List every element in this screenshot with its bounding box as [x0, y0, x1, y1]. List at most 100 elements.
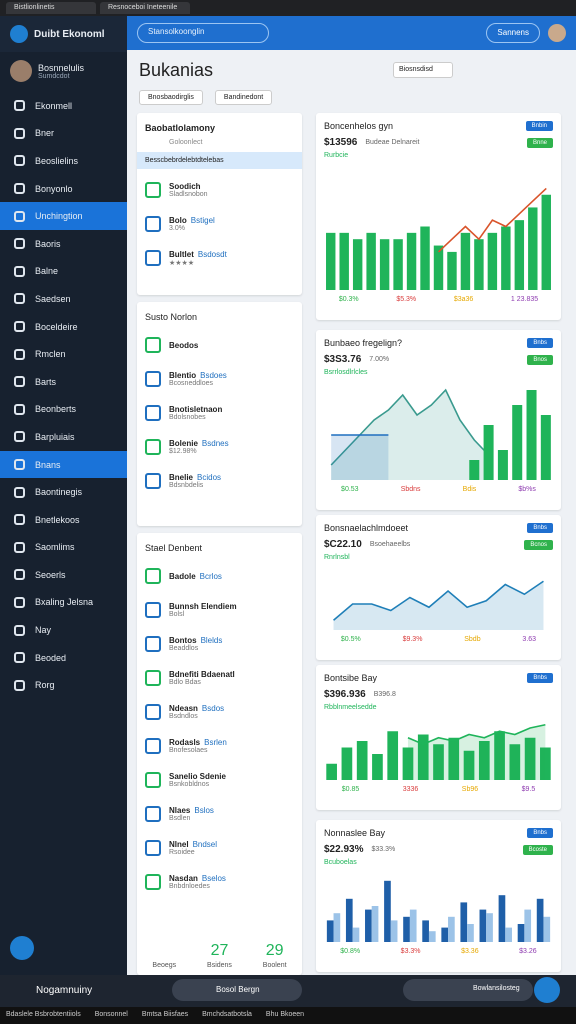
item-text: Badole Bcrlos	[169, 572, 222, 581]
user[interactable]: Bosnnelulis Sumdcdot	[0, 52, 127, 90]
nav-item[interactable]: Rorg	[0, 671, 127, 699]
task-pill[interactable]: Bowlansilosteg	[403, 979, 533, 1001]
chart	[326, 723, 551, 780]
nav-item[interactable]: Bnetlekoos	[0, 506, 127, 534]
help-button[interactable]	[10, 936, 34, 960]
search[interactable]: Stansolkoonglin	[137, 23, 269, 43]
avatar[interactable]	[548, 24, 566, 42]
bar	[463, 750, 475, 780]
chart	[326, 880, 551, 942]
nav-item[interactable]: Barpluiais	[0, 423, 127, 451]
nav: Ekonmell Bner Beoslielins Bonyonlo Unchingti…	[0, 92, 127, 699]
nav-label: Barpluiais	[35, 431, 75, 442]
footer-stat[interactable]: 29 Boolent	[263, 942, 287, 969]
nav-item[interactable]: Bonyonlo	[0, 175, 127, 203]
dropdown[interactable]: Biosnsdisd	[393, 62, 453, 78]
chart-stat: Bdis	[462, 486, 477, 493]
kpi: $22.93%	[324, 844, 364, 855]
task-item[interactable]: Bhu Bkoeen	[265, 1011, 305, 1018]
list-item[interactable]: Rodasls Bsrlen Bnofesolaes	[137, 729, 302, 763]
footer-stat[interactable]: 27 Bsidens	[207, 942, 232, 969]
tab[interactable]: Bistlionlinetis	[6, 2, 96, 14]
list-item[interactable]: Bdnefiti Bdaenatl Bdlo Bdas	[137, 661, 302, 695]
nav-label: Boceldeire	[35, 321, 78, 332]
item-tag: Blelds	[200, 636, 223, 645]
kpi-tag[interactable]: Bnos	[527, 354, 553, 365]
nav-item[interactable]: Unchingtion	[0, 202, 127, 230]
task-item[interactable]: Bmtsa Biisfaes	[141, 1011, 189, 1018]
chart-title: Boncenhelos gyn	[324, 121, 394, 131]
nav-item[interactable]: Nay	[0, 616, 127, 644]
list-item[interactable]: Blentio Bsdoes Bcosneddloes	[137, 362, 302, 396]
nav-item[interactable]: Bnans	[0, 450, 127, 479]
nav-item[interactable]: Ekonmell	[0, 92, 127, 120]
bar	[433, 744, 444, 780]
nav-item[interactable]: Beoded	[0, 644, 127, 672]
item-title-text: Bontos	[169, 636, 197, 645]
list-item[interactable]: Badole Bcrlos	[137, 559, 302, 593]
chart-badge[interactable]: Bnbs	[527, 673, 553, 683]
chart-badge[interactable]: Bnbs	[527, 523, 553, 533]
nav-item[interactable]: Saedsen	[0, 285, 127, 313]
nav-item[interactable]: Baoris	[0, 230, 127, 258]
list-item[interactable]: Bolenie Bsdnes $12.98%	[137, 430, 302, 464]
list-item[interactable]: Nlnel Bndsel Rsoidee	[137, 831, 302, 865]
nav-item[interactable]: Barts	[0, 368, 127, 396]
nav-item[interactable]: Rmclen	[0, 340, 127, 368]
nav-item[interactable]: Saomlims	[0, 534, 127, 562]
chart-stats: $0.3% $5.3% $3a36 1 23.835	[316, 294, 561, 305]
list-item[interactable]: Soodich Sladlsnobon	[137, 173, 302, 207]
bar	[339, 232, 349, 290]
nav-label: Bnetlekoos	[35, 514, 80, 525]
footer-stat-value: 29	[265, 942, 284, 959]
list-item[interactable]: Nlaes Bslos Bsdlen	[137, 797, 302, 831]
nav-item[interactable]: Balne	[0, 258, 127, 286]
nav-item[interactable]: Bner	[0, 120, 127, 148]
task-item[interactable]: Bonsonnel	[94, 1011, 128, 1018]
list-item[interactable]: Bolo Bstigel 3.0%	[137, 207, 302, 241]
bar	[326, 920, 334, 942]
list-item[interactable]: Ndeasn Bsdos Bsdndlos	[137, 695, 302, 729]
brand[interactable]: Duibt Ekonoml	[0, 16, 127, 52]
filter[interactable]: Bnosbaodirglis	[139, 90, 203, 105]
task-button[interactable]	[534, 977, 560, 1003]
kpi-tag[interactable]: Bcoste	[522, 844, 553, 855]
task-user[interactable]: Nogamnuiny	[36, 985, 93, 996]
list-item[interactable]: Bnelie Bcidos Bdsnbdelis	[137, 464, 302, 498]
nav-item[interactable]: Seoerls	[0, 561, 127, 589]
bar	[474, 239, 484, 290]
item-title-text: Ndeasn	[169, 704, 198, 713]
footer-stat-label: Beoegs	[152, 962, 177, 969]
nav-item[interactable]: Beonberts	[0, 396, 127, 424]
task-item[interactable]: Bmchdsatbotsla	[202, 1011, 252, 1018]
chart-badge[interactable]: Bnbin	[525, 121, 553, 131]
chart-stat: $0.53	[341, 486, 359, 493]
filter[interactable]: Bandinedont	[214, 90, 273, 105]
list-item[interactable]: Bultlet Bsdosdt ★★★★	[137, 241, 302, 275]
bar	[417, 734, 429, 780]
list-item[interactable]: Nasdan Bselos Bnbdnloedes	[137, 865, 302, 899]
nav-item[interactable]: Beoslielins	[0, 147, 127, 175]
chart-badge[interactable]: Bnbs	[527, 828, 553, 838]
list-item[interactable]: Bontos Blelds Beaddlos	[137, 627, 302, 661]
kpi-tag[interactable]: Bnne	[526, 137, 553, 148]
bar	[460, 232, 471, 290]
nav-item[interactable]: Boceldeire	[0, 313, 127, 341]
list-item[interactable]: Sanelio Sdenie Bsnkobldnos	[137, 763, 302, 797]
chart-badge[interactable]: Bnbs	[527, 338, 553, 348]
task-search[interactable]: Bosol Bergn	[172, 979, 302, 1001]
list-item[interactable]: Bnotisletnaon Bdolsnobes	[137, 396, 302, 430]
kpi-tag[interactable]: Bcnos	[524, 539, 553, 550]
tab[interactable]: Resnoceboi Ineteenile	[100, 2, 190, 14]
bar	[345, 898, 353, 942]
footer-stat[interactable]: Beoegs	[152, 942, 176, 969]
item-icon	[145, 670, 161, 686]
nav-item[interactable]: Baontinegis	[0, 478, 127, 506]
nav-item[interactable]: Bxaling Jelsna	[0, 589, 127, 617]
bar	[448, 916, 455, 942]
list-item[interactable]: Beodos	[137, 328, 302, 362]
list-item[interactable]: Bunnsh Elendiem Bolsl	[137, 593, 302, 627]
header-button[interactable]: Sannens	[486, 23, 540, 43]
item-icon	[145, 182, 161, 198]
task-item[interactable]: Bdaslele Bsbrobtentiiols	[6, 1011, 81, 1018]
